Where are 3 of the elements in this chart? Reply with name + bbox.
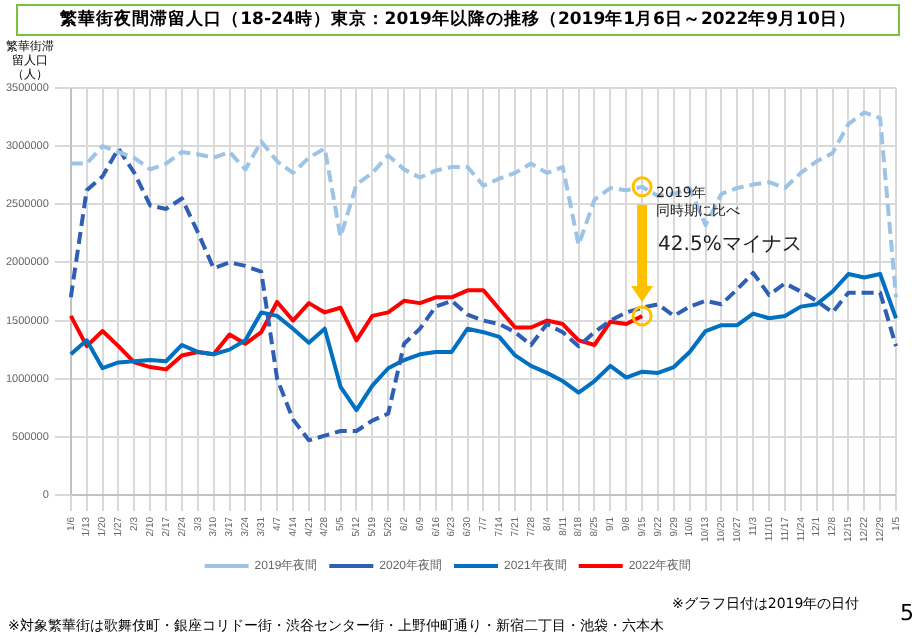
chart-title: 繁華街夜間滞留人口（18-24時）東京：2019年以降の推移（2019年1月6日～2022年9月10日）: [16, 4, 900, 36]
annotation: 42.5%マイナス: [658, 234, 802, 257]
text: 5: [900, 600, 914, 626]
